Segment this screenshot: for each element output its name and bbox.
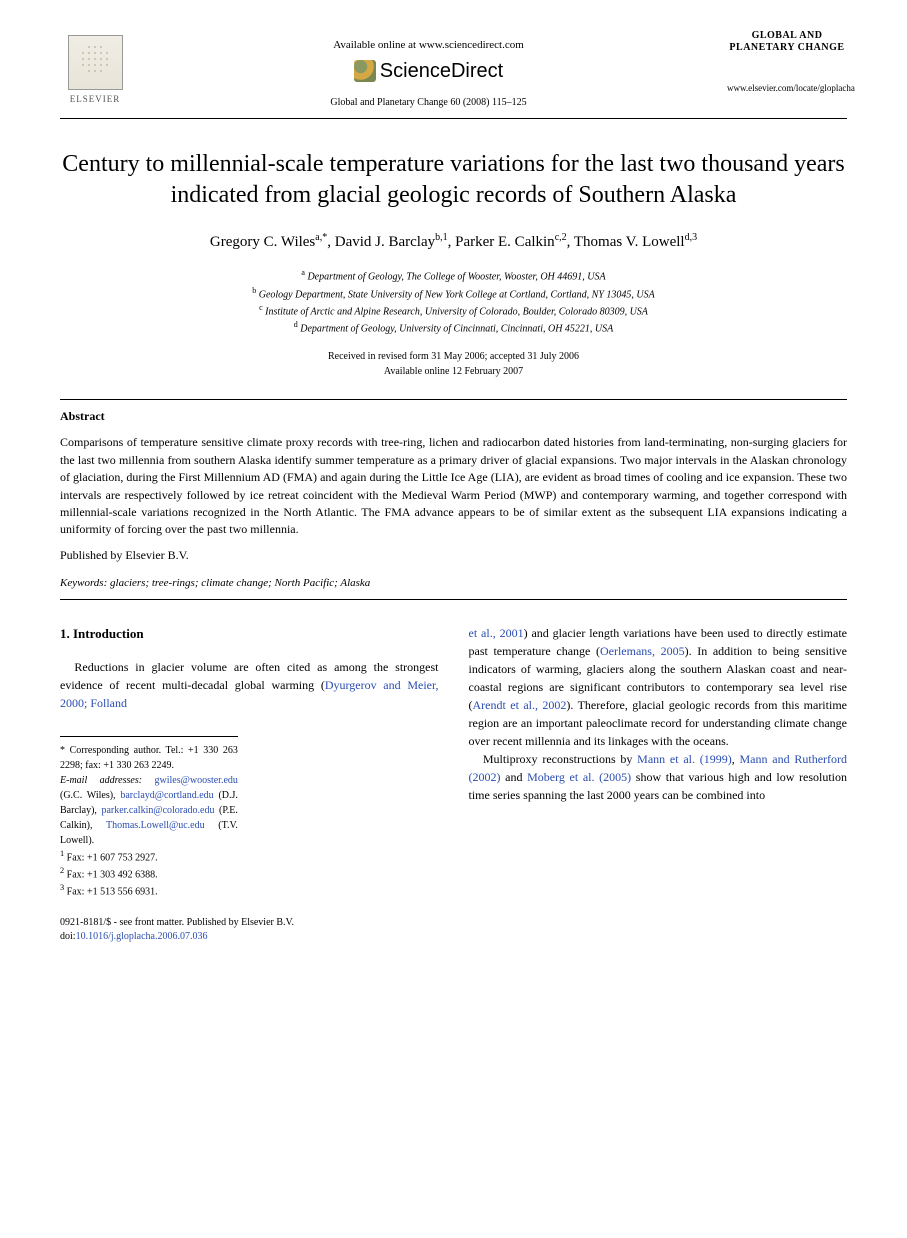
author: Parker E. Calkinc,2 [455, 234, 567, 250]
abstract-label: Abstract [60, 408, 847, 425]
doi-link[interactable]: 10.1016/j.gloplacha.2006.07.036 [76, 931, 208, 942]
column-right: et al., 2001) and glacier length variati… [469, 624, 848, 899]
center-header: Available online at www.sciencedirect.co… [130, 30, 727, 110]
author: David J. Barclayb,1 [335, 234, 448, 250]
copyright-block: 0921-8181/$ - see front matter. Publishe… [60, 916, 847, 944]
email-link[interactable]: gwiles@wooster.edu [155, 775, 238, 786]
article-title: Century to millennial-scale temperature … [60, 149, 847, 211]
received-accepted-date: Received in revised form 31 May 2006; ac… [60, 349, 847, 364]
intro-paragraph-2: Multiproxy reconstructions by Mann et al… [469, 750, 848, 804]
copyright-line: 0921-8181/$ - see front matter. Publishe… [60, 916, 847, 930]
available-online-text: Available online at www.sciencedirect.co… [130, 38, 727, 53]
divider-top [60, 118, 847, 119]
corresponding-author-note: * Corresponding author. Tel.: +1 330 263… [60, 743, 238, 773]
divider-abstract-top [60, 399, 847, 400]
divider-abstract-bottom [60, 599, 847, 600]
introduction-heading: 1. Introduction [60, 624, 439, 644]
journal-name: GLOBAL AND PLANETARY CHANGE [727, 30, 847, 54]
elsevier-logo: ELSEVIER [60, 30, 130, 110]
citation-link[interactable]: Mann et al. (1999) [637, 752, 732, 766]
citation-link[interactable]: et al., 2001 [469, 626, 524, 640]
journal-cover-box: GLOBAL AND PLANETARY CHANGE www.elsevier… [727, 30, 847, 95]
elsevier-tree-icon [68, 35, 123, 90]
intro-paragraph-1-cont: et al., 2001) and glacier length variati… [469, 624, 848, 750]
email-link[interactable]: Thomas.Lowell@uc.edu [106, 820, 205, 831]
fax-note: 1 Fax: +1 607 753 2927. [60, 848, 238, 865]
keywords-label: Keywords: [60, 577, 107, 589]
fax-note: 2 Fax: +1 303 492 6388. [60, 865, 238, 882]
citation-link[interactable]: Arendt et al., 2002 [473, 698, 567, 712]
page-header: ELSEVIER Available online at www.science… [60, 30, 847, 110]
keywords-list: glaciers; tree-rings; climate change; No… [110, 577, 370, 589]
publisher-name: ELSEVIER [70, 93, 121, 106]
journal-url: www.elsevier.com/locate/gloplacha [727, 82, 847, 95]
affiliation: a Department of Geology, The College of … [60, 267, 847, 284]
author: Gregory C. Wilesa,* [210, 234, 327, 250]
affiliation: d Department of Geology, University of C… [60, 319, 847, 336]
keywords: Keywords: glaciers; tree-rings; climate … [60, 576, 847, 591]
body-columns: 1. Introduction Reductions in glacier vo… [60, 624, 847, 899]
journal-reference: Global and Planetary Change 60 (2008) 11… [130, 96, 727, 110]
citation-link[interactable]: Moberg et al. (2005) [527, 770, 631, 784]
sciencedirect-brand: ScienceDirect [380, 57, 503, 85]
email-link[interactable]: parker.calkin@colorado.edu [101, 805, 214, 816]
affiliations: a Department of Geology, The College of … [60, 267, 847, 336]
email-addresses: E-mail addresses: gwiles@wooster.edu (G.… [60, 773, 238, 848]
published-by: Published by Elsevier B.V. [60, 547, 847, 564]
article-dates: Received in revised form 31 May 2006; ac… [60, 349, 847, 379]
sciencedirect-logo: ScienceDirect [354, 57, 503, 85]
abstract-text: Comparisons of temperature sensitive cli… [60, 434, 847, 538]
footnotes: * Corresponding author. Tel.: +1 330 263… [60, 736, 238, 900]
affiliation: c Institute of Arctic and Alpine Researc… [60, 302, 847, 319]
fax-note: 3 Fax: +1 513 556 6931. [60, 882, 238, 899]
sciencedirect-icon [354, 60, 376, 82]
doi-line: doi:10.1016/j.gloplacha.2006.07.036 [60, 930, 847, 944]
available-online-date: Available online 12 February 2007 [60, 364, 847, 379]
email-link[interactable]: barclayd@cortland.edu [120, 790, 213, 801]
column-left: 1. Introduction Reductions in glacier vo… [60, 624, 439, 899]
authors-list: Gregory C. Wilesa,*, David J. Barclayb,1… [60, 231, 847, 253]
author: Thomas V. Lowelld,3 [574, 234, 697, 250]
affiliation: b Geology Department, State University o… [60, 285, 847, 302]
citation-link[interactable]: Oerlemans, 2005 [600, 644, 685, 658]
intro-paragraph-1: Reductions in glacier volume are often c… [60, 658, 439, 712]
